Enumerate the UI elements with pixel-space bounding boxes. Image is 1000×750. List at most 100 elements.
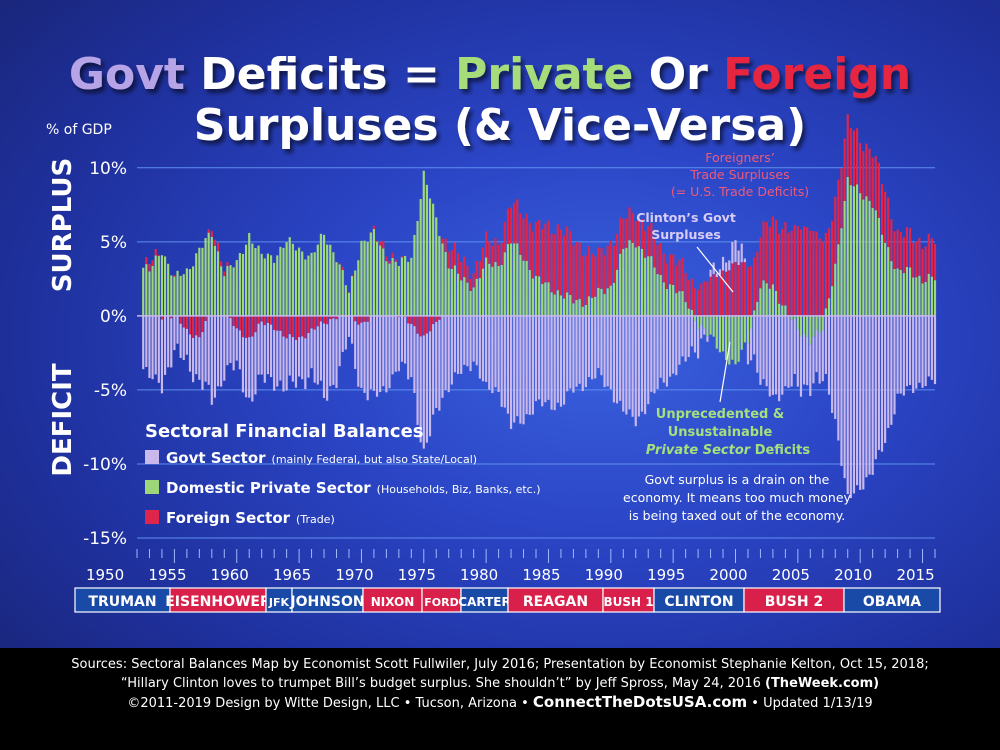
bar-govt: [500, 315, 503, 407]
bar-private: [693, 315, 697, 321]
bar-foreign: [160, 315, 164, 320]
bar-govt: [749, 328, 753, 361]
footer: Sources: Sectoral Balances Map by Econom…: [0, 648, 1000, 750]
bar-foreign: [572, 245, 575, 304]
bar-private: [235, 260, 238, 316]
bar-foreign: [562, 235, 566, 299]
bar-private: [192, 266, 195, 316]
bar-private: [279, 246, 282, 316]
bar-private: [503, 252, 506, 316]
bar-foreign: [210, 231, 213, 237]
bar-foreign: [896, 229, 899, 269]
legend-foreign-name: Foreign Sector: [166, 509, 291, 527]
theweek-link[interactable]: (TheWeek.com): [765, 675, 880, 691]
bar-private: [728, 315, 731, 365]
bar-private: [491, 266, 494, 316]
bar-foreign: [746, 267, 750, 316]
bar-foreign: [198, 315, 201, 338]
bar-private: [809, 315, 812, 345]
bar-foreign: [712, 273, 715, 316]
bar-foreign: [809, 230, 812, 316]
bar-govt: [709, 269, 712, 277]
bar-private: [488, 263, 491, 316]
bar-govt: [422, 335, 425, 449]
bar-private: [843, 200, 846, 316]
bar-govt: [157, 315, 160, 383]
bar-govt: [151, 315, 154, 380]
bar-govt: [840, 315, 843, 466]
bar-foreign: [569, 231, 572, 295]
bar-foreign: [170, 315, 173, 319]
bar-foreign: [650, 222, 653, 257]
bar-foreign: [718, 275, 721, 316]
bar-private: [706, 315, 709, 337]
bar-foreign: [416, 315, 419, 334]
bar-govt: [924, 315, 927, 387]
bar-govt: [410, 323, 413, 378]
x-tick-label: 1955: [148, 566, 186, 584]
bar-foreign: [500, 242, 503, 265]
annotation-drain: Govt surplus is a drain on the economy. …: [623, 472, 851, 523]
bar-govt: [347, 315, 351, 337]
bar-foreign: [232, 315, 235, 327]
bar-govt: [859, 315, 862, 490]
bar-govt: [603, 315, 606, 388]
bar-foreign: [578, 242, 581, 300]
bar-private: [497, 265, 500, 316]
surplus-axis-label: SURPLUS: [48, 158, 78, 292]
bar-private: [591, 297, 594, 316]
bar-foreign: [665, 263, 669, 289]
bar-govt: [509, 315, 513, 429]
bar-govt: [319, 321, 322, 381]
bar-govt: [516, 315, 519, 417]
bar-govt: [868, 315, 871, 475]
bar-private: [438, 236, 441, 316]
bar-govt: [469, 315, 472, 372]
bar-private: [781, 305, 784, 316]
bar-govt: [329, 319, 332, 387]
bar-private: [815, 315, 818, 330]
bar-private: [656, 274, 659, 316]
bar-foreign: [444, 238, 447, 252]
bar-private: [827, 298, 831, 316]
bar-govt: [831, 315, 834, 414]
bar-private: [725, 315, 728, 361]
bar-private: [631, 242, 634, 316]
bar-private: [372, 229, 375, 316]
bar-private: [625, 247, 628, 316]
x-tick-label: 1970: [335, 566, 373, 584]
bar-foreign: [491, 246, 494, 267]
bar-govt: [216, 315, 220, 387]
bar-foreign: [647, 226, 650, 257]
bar-private: [924, 281, 927, 316]
bar-govt: [781, 315, 784, 395]
bar-private: [248, 232, 251, 316]
bar-foreign: [743, 262, 746, 316]
annotation-drain-1: Govt surplus is a drain on the: [645, 472, 830, 487]
bar-private: [369, 232, 372, 316]
bar-foreign: [924, 246, 927, 282]
bar-foreign: [201, 315, 204, 333]
bar-foreign: [241, 315, 245, 338]
bar-foreign: [151, 260, 154, 266]
bar-govt: [634, 315, 637, 427]
bar-private: [232, 267, 235, 316]
bar-private: [572, 303, 575, 316]
connectthedots-link[interactable]: ConnectTheDotsUSA.com: [532, 693, 748, 711]
bar-govt: [874, 315, 877, 460]
bar-foreign: [485, 231, 488, 258]
bar-foreign: [715, 277, 718, 316]
bar-govt: [310, 328, 313, 369]
bar-private: [475, 278, 478, 316]
bar-foreign: [753, 257, 756, 311]
bar-private: [210, 236, 213, 316]
bar-foreign: [145, 257, 148, 265]
bar-govt: [160, 319, 164, 394]
annotation-private-1: Unprecedented &: [656, 407, 784, 422]
bar-govt: [488, 315, 491, 390]
bar-govt: [871, 315, 874, 475]
bar-private: [606, 288, 609, 316]
bar-foreign: [547, 220, 550, 283]
bar-private: [307, 255, 310, 316]
president-cell: [743, 587, 845, 613]
